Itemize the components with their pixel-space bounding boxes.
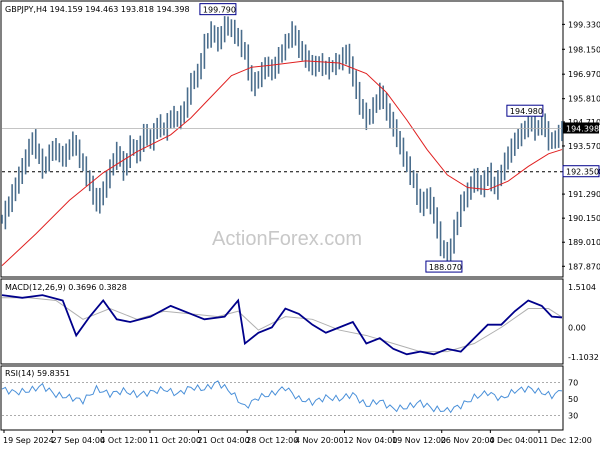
current-price-marker: 194.398 [2,122,599,134]
price-annotation-label: 199.790 [203,6,236,15]
macd-tick-label: 1.5104 [568,283,596,292]
price-annotation-box [425,260,463,273]
macd-main-line [1,294,563,356]
macd-panel-frame [0,278,564,365]
macd-tick-label: 0.00 [568,323,586,332]
time-tick-label: 12 Nov 04:00 [343,436,397,445]
rsi-axis: 70 50 30 [568,378,578,420]
macd-tick-label: -1.1032 [568,353,599,362]
watermark: ActionForex.com [212,228,362,250]
price-annotations: 199.790 194.980 188.070 [199,3,544,273]
current-price-box [563,122,599,134]
rsi-tick-label: 50 [568,395,578,404]
time-tick-label: 19 Nov 12:00 [392,436,446,445]
price-annotation-label: 194.980 [510,107,543,116]
price-annotation-label: 188.070 [429,263,462,272]
rsi-panel-frame [0,365,564,431]
time-tick-label: 28 Oct 12:00 [246,436,298,445]
level-label: 192.350 [566,168,599,177]
time-tick-label: 27 Sep 04:00 [52,436,105,445]
price-tick-label: 191.290 [568,190,600,199]
time-tick-label: 4 Dec 04:00 [489,436,538,445]
moving-average-line [1,60,563,267]
price-tick-label: 195.810 [568,95,600,104]
rsi-tick-label: 70 [568,378,578,387]
rsi-line [1,380,563,414]
time-tick-label: 11 Oct 20:00 [149,436,201,445]
macd-axis: 1.5104 0.00 -1.1032 [568,283,599,362]
rsi-title: RSI(14) 59.8351 [5,369,70,378]
macd-signal-line [2,297,563,353]
price-annotation-box [506,104,544,117]
macd-lines [1,294,563,356]
price-tick-label: 193.570 [568,142,600,151]
price-tick-label: 194.710 [568,118,600,127]
horizontal-level: 192.350 [2,165,600,178]
time-tick-label: 19 Sep 2024 [3,436,54,445]
price-tick-label: 190.150 [568,214,600,223]
time-tick-label: 4 Nov 20:00 [295,436,344,445]
price-axis: 199.330 198.150 196.970 195.810 194.710 193.5… [562,20,600,271]
price-tick-label: 187.870 [568,262,600,271]
current-price-label: 194.398 [566,124,599,133]
rsi-tick-label: 30 [568,412,578,421]
time-tick-label: 11 Dec 12:00 [538,436,592,445]
moving-average [1,60,563,267]
price-bars [1,16,563,268]
price-annotation-box [199,3,237,16]
price-tick-label: 198.150 [568,45,600,54]
time-tick-label: 26 Nov 20:00 [441,436,495,445]
price-tick-label: 189.010 [568,238,600,247]
price-tick-label: 196.970 [568,70,600,79]
price-tick-label: 199.330 [568,20,600,29]
rsi-lines [1,380,563,416]
time-tick-label: 21 Oct 04:00 [198,436,250,445]
macd-title: MACD(12,26,9) 0.3696 0.3828 [5,283,127,292]
time-tick-label: 4 Oct 12:00 [100,436,147,445]
symbol-header: GBPJPY,H4 194.159 194.463 193.818 194.39… [5,5,190,14]
level-label-box [562,165,600,178]
